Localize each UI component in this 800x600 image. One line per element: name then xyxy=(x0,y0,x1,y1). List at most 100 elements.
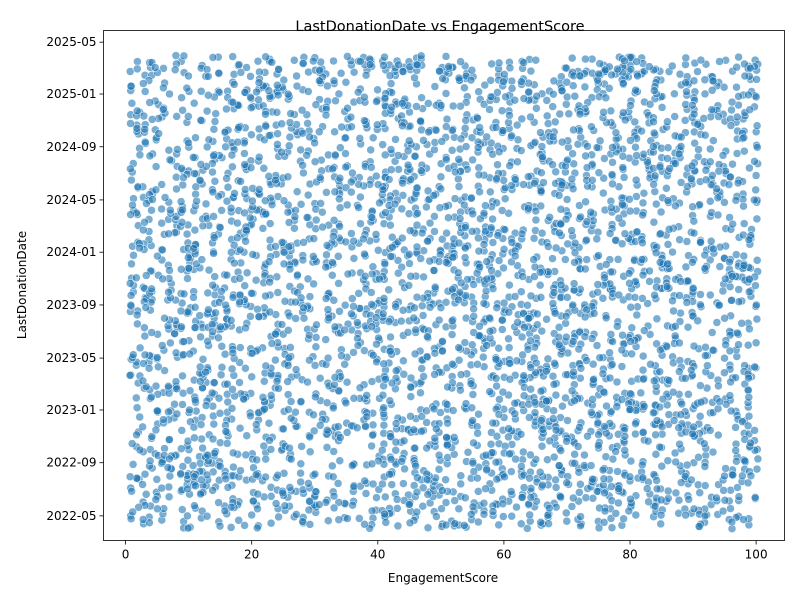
data-point xyxy=(482,274,492,284)
data-point xyxy=(247,372,256,382)
data-point xyxy=(305,447,315,457)
data-point xyxy=(517,332,527,342)
data-point xyxy=(713,404,723,413)
data-point xyxy=(138,480,147,489)
data-point xyxy=(670,448,680,458)
data-point xyxy=(657,422,667,432)
data-point xyxy=(368,350,378,360)
data-point xyxy=(412,183,422,193)
data-point xyxy=(600,154,609,163)
data-point xyxy=(416,116,425,126)
data-point xyxy=(474,87,483,96)
data-point xyxy=(394,165,403,174)
data-point xyxy=(727,105,736,115)
data-point xyxy=(652,199,661,209)
data-point xyxy=(526,450,535,460)
data-point xyxy=(656,207,666,217)
data-point xyxy=(222,196,232,206)
data-point xyxy=(530,272,539,281)
data-point xyxy=(652,484,662,494)
data-point xyxy=(164,145,174,155)
data-point xyxy=(728,470,738,480)
data-point xyxy=(467,340,477,350)
data-point xyxy=(197,434,206,444)
data-point xyxy=(405,136,414,146)
data-point xyxy=(752,300,761,310)
data-point xyxy=(727,97,737,107)
data-point xyxy=(177,265,186,274)
data-point xyxy=(461,223,470,232)
data-point xyxy=(196,420,206,429)
data-point xyxy=(677,399,687,409)
data-point xyxy=(208,53,218,62)
data-point xyxy=(176,306,186,316)
data-point xyxy=(163,463,173,472)
data-point xyxy=(467,194,476,203)
data-point xyxy=(537,142,547,151)
data-point xyxy=(140,218,149,227)
data-point xyxy=(436,303,446,312)
data-point xyxy=(689,422,698,432)
data-point xyxy=(743,385,753,395)
data-point xyxy=(284,242,294,251)
data-point xyxy=(606,407,616,416)
data-point xyxy=(607,482,616,491)
data-point xyxy=(241,323,250,333)
data-point xyxy=(594,251,603,260)
data-point xyxy=(696,381,705,390)
data-point xyxy=(335,456,345,465)
data-point xyxy=(581,54,590,64)
data-point xyxy=(479,352,488,362)
data-point xyxy=(278,488,288,498)
data-point xyxy=(158,245,167,255)
data-point xyxy=(582,163,592,172)
data-point xyxy=(709,244,718,254)
data-point xyxy=(612,377,622,387)
data-point xyxy=(222,270,232,280)
data-point xyxy=(479,208,489,218)
data-point xyxy=(533,309,542,319)
data-point xyxy=(518,350,527,360)
data-point xyxy=(204,265,214,275)
data-point xyxy=(323,353,333,363)
data-point xyxy=(613,255,623,264)
data-point xyxy=(505,161,514,170)
data-point xyxy=(499,298,509,308)
data-point xyxy=(239,394,248,404)
data-point xyxy=(675,69,685,79)
data-point xyxy=(324,516,333,525)
data-point xyxy=(418,311,428,320)
data-point xyxy=(504,118,513,127)
data-point xyxy=(664,494,673,503)
data-point xyxy=(217,363,227,372)
data-point xyxy=(670,89,679,99)
data-point xyxy=(739,133,749,142)
data-point xyxy=(222,104,231,114)
data-point xyxy=(334,515,344,524)
data-point xyxy=(649,376,659,386)
data-point xyxy=(371,230,381,239)
data-point xyxy=(296,293,306,303)
data-point xyxy=(329,491,339,501)
data-point xyxy=(460,123,470,133)
data-point xyxy=(322,188,331,197)
data-point xyxy=(284,326,293,335)
data-point xyxy=(562,516,572,526)
data-point xyxy=(132,430,141,440)
data-point xyxy=(561,393,570,403)
data-point xyxy=(631,142,640,152)
data-point xyxy=(431,126,441,135)
data-point xyxy=(467,510,476,519)
data-point xyxy=(676,308,685,318)
data-point xyxy=(140,124,149,134)
data-point xyxy=(454,155,463,164)
data-point xyxy=(444,62,453,71)
data-point xyxy=(261,291,270,301)
data-point xyxy=(412,102,421,111)
data-point xyxy=(696,55,706,65)
data-point xyxy=(391,446,400,455)
data-point xyxy=(537,326,547,336)
data-point xyxy=(343,269,353,279)
data-point xyxy=(645,100,655,109)
data-point xyxy=(283,89,293,99)
